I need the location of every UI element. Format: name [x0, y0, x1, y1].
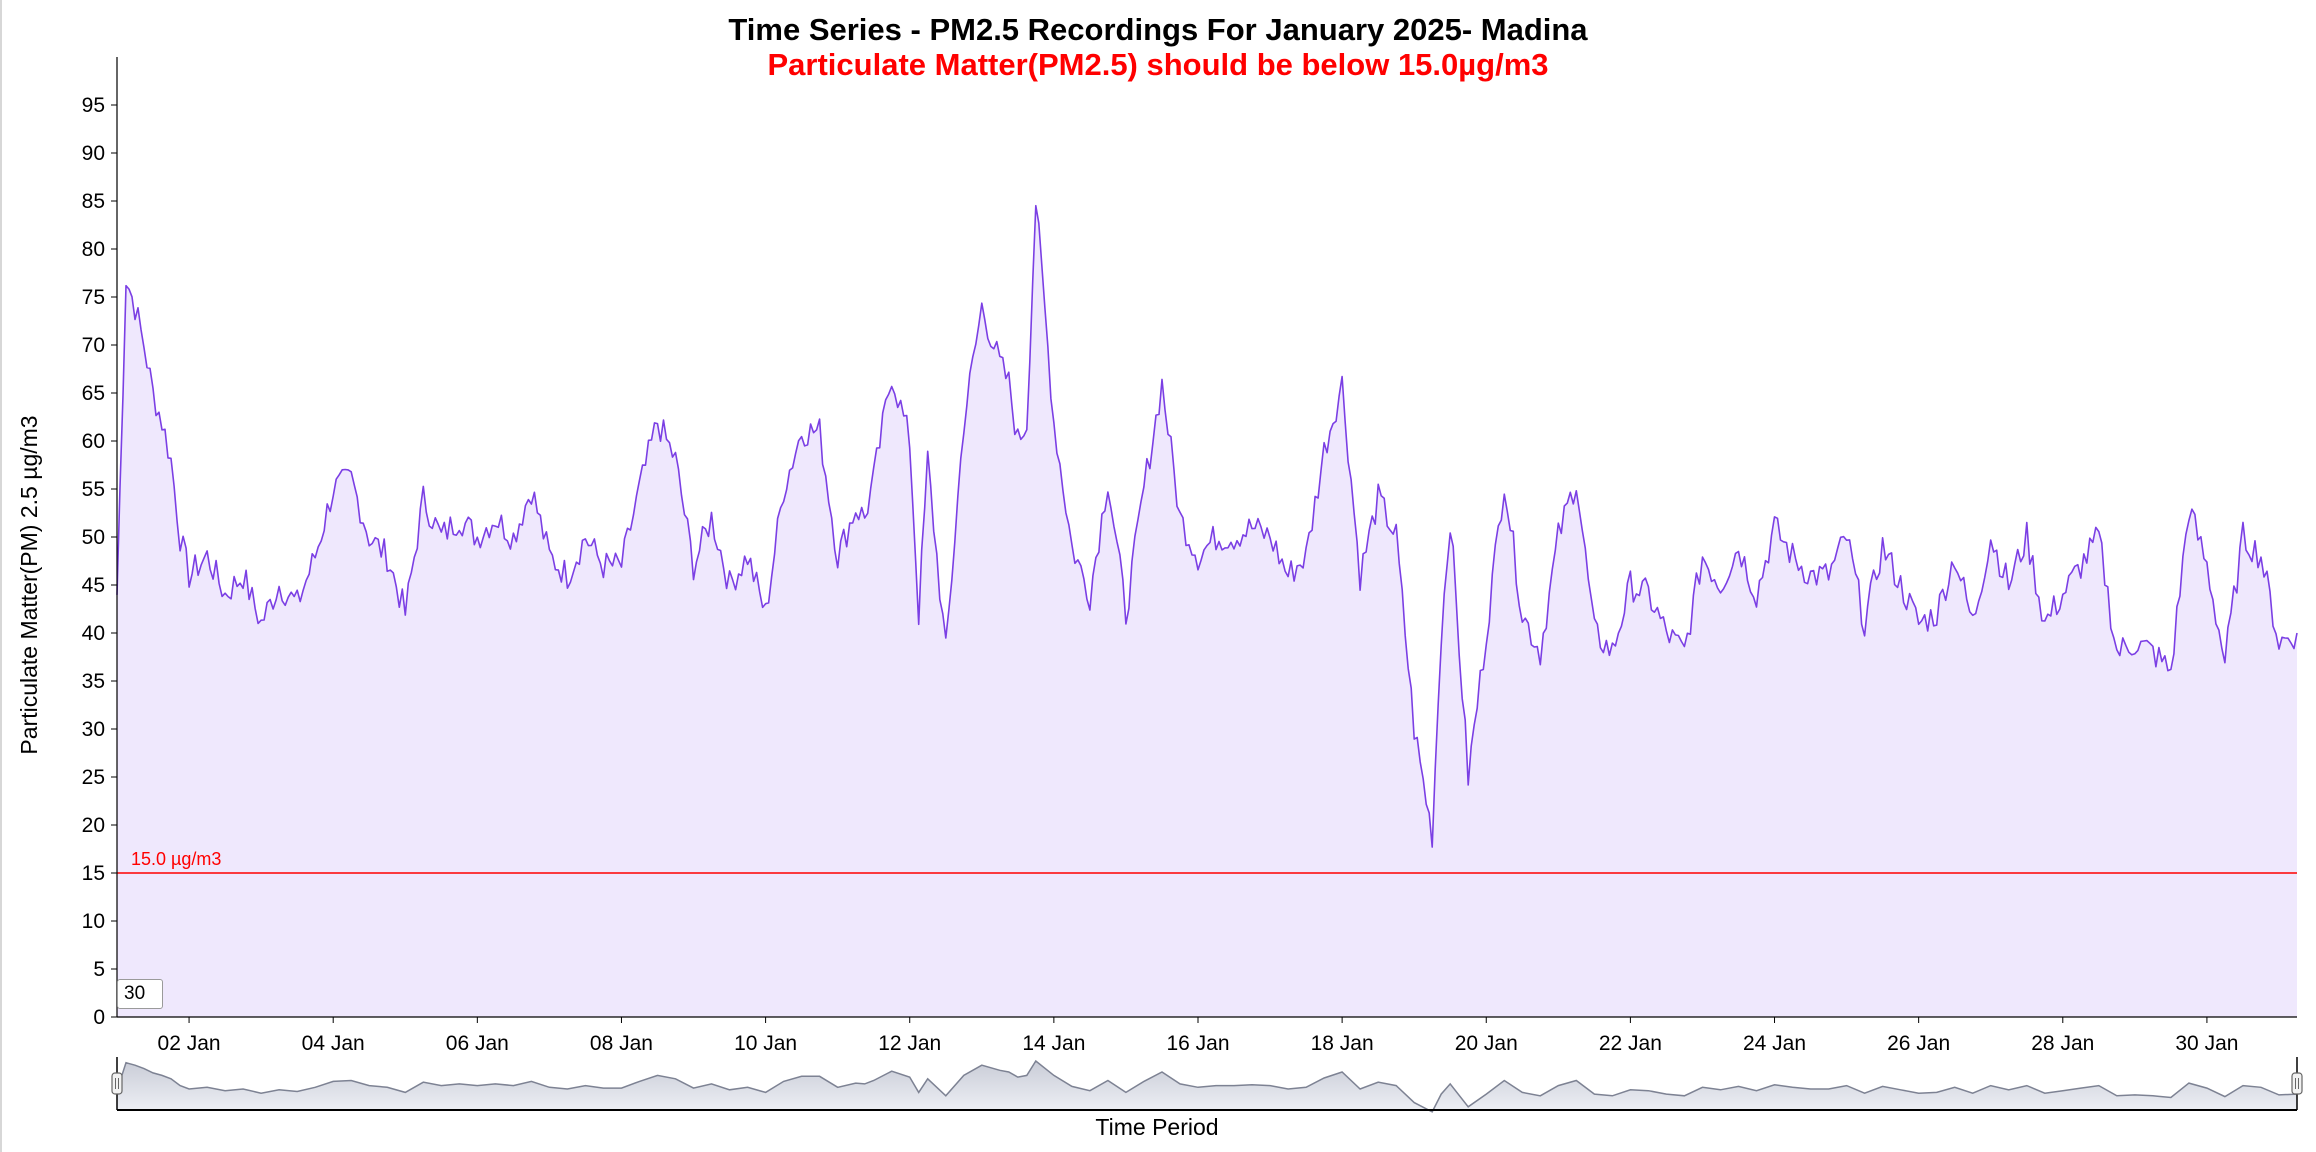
series-area-layer	[116, 204, 2298, 1017]
x-tick-label: 14 Jan	[1022, 1032, 1085, 1055]
y-tick-label: 15	[82, 862, 105, 885]
x-tick-label: 04 Jan	[302, 1032, 365, 1055]
y-tick-label: 20	[82, 814, 105, 837]
threshold-layer: 15.0 µg/m3	[117, 849, 2297, 874]
x-tick-label: 20 Jan	[1455, 1032, 1518, 1055]
window-edge	[0, 0, 2, 1152]
y-tick-label: 65	[82, 382, 105, 405]
chart-title: Time Series - PM2.5 Recordings For Janua…	[728, 12, 1588, 47]
y-tick-label: 45	[82, 574, 105, 597]
y-tick-label: 0	[93, 1006, 105, 1029]
chart-subtitle: Particulate Matter(PM2.5) should be belo…	[767, 47, 1549, 82]
x-tick-label: 06 Jan	[446, 1032, 509, 1055]
y-tick-label: 40	[82, 622, 105, 645]
y-tick-label: 5	[93, 958, 105, 981]
y-axis-title: Particulate Matter(PM) 2.5 µg/m3	[16, 415, 42, 754]
x-tick-label: 10 Jan	[734, 1032, 797, 1055]
x-tick-label: 30 Jan	[2175, 1032, 2238, 1055]
x-tick-label: 28 Jan	[2031, 1032, 2094, 1055]
navigator-right-handle[interactable]	[2291, 1072, 2303, 1095]
y-tick-label: 30	[82, 718, 105, 741]
series-area-fill	[117, 205, 2297, 1017]
y-tick-label: 90	[82, 142, 105, 165]
y-tick-label: 60	[82, 430, 105, 453]
y-tick-label: 80	[82, 238, 105, 261]
smoothing-window-input[interactable]	[117, 979, 163, 1009]
y-tick-label: 95	[82, 94, 105, 117]
x-tick-label: 18 Jan	[1311, 1032, 1374, 1055]
x-tick-label: 02 Jan	[158, 1032, 221, 1055]
x-axis-title: Time Period	[1095, 1114, 1218, 1140]
y-tick-label: 35	[82, 670, 105, 693]
x-tick-label: 26 Jan	[1887, 1032, 1950, 1055]
y-tick-label: 85	[82, 190, 105, 213]
navigator-line	[116, 1059, 2298, 1113]
y-tick-label: 55	[82, 478, 105, 501]
y-tick-label: 50	[82, 526, 105, 549]
y-tick-label: 10	[82, 910, 105, 933]
x-tick-label: 08 Jan	[590, 1032, 653, 1055]
navigator-area	[117, 1061, 2297, 1112]
y-tick-label: 25	[82, 766, 105, 789]
threshold-label: 15.0 µg/m3	[131, 849, 221, 869]
axes-layer: 0 5 10 15 20 25 30 35 40 45 50 55 60 65 70 75 80 85 90 95 02…	[16, 57, 2297, 1055]
x-tick-label: 12 Jan	[878, 1032, 941, 1055]
y-tick-label: 70	[82, 334, 105, 357]
x-tick-label: 24 Jan	[1743, 1032, 1806, 1055]
x-tick-label: 16 Jan	[1166, 1032, 1229, 1055]
x-tick-label: 22 Jan	[1599, 1032, 1662, 1055]
range-navigator[interactable]: Time Period	[111, 1057, 2303, 1140]
y-tick-label: 75	[82, 286, 105, 309]
series-line	[116, 204, 2298, 848]
navigator-left-handle[interactable]	[111, 1072, 123, 1095]
